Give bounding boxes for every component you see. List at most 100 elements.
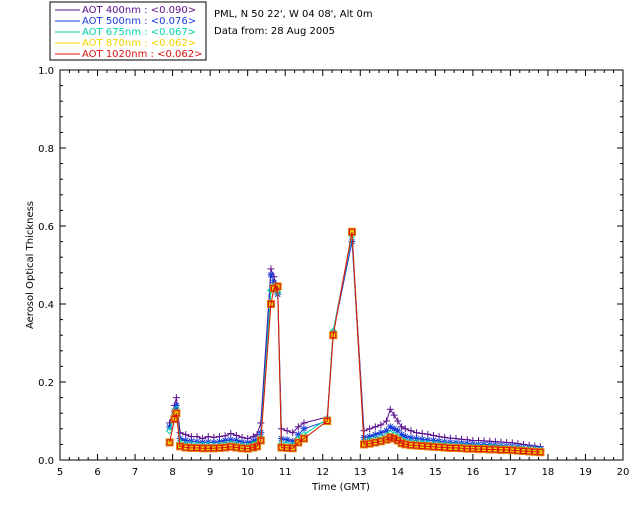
data-point	[232, 437, 240, 444]
series-line-4	[169, 231, 541, 453]
data-point	[407, 434, 415, 442]
data-point	[486, 446, 493, 453]
data-point	[371, 431, 379, 439]
data-point	[361, 441, 368, 448]
plot-area	[59, 69, 624, 461]
data-point	[278, 444, 285, 451]
x-tick-label: 19	[579, 467, 592, 478]
data-point	[387, 434, 394, 441]
date-info: Data from: 28 Aug 2005	[214, 26, 335, 37]
data-point	[349, 228, 356, 235]
data-point	[514, 447, 521, 454]
series-group-1	[166, 238, 544, 453]
y-tick-label: 0.6	[38, 222, 54, 233]
series-line-3	[169, 231, 541, 453]
data-point	[193, 444, 200, 451]
data-point	[172, 401, 180, 409]
series-line-2	[169, 235, 541, 451]
data-point	[166, 439, 173, 446]
data-point	[413, 435, 421, 443]
data-point	[300, 419, 308, 427]
series-group-4	[166, 228, 544, 456]
data-point	[244, 445, 251, 452]
data-point	[386, 405, 394, 413]
data-point	[283, 427, 291, 435]
y-tick-label: 0.2	[38, 378, 54, 389]
x-tick-label: 11	[279, 467, 292, 478]
data-point	[401, 433, 409, 441]
x-tick-label: 20	[617, 467, 630, 478]
data-point	[469, 445, 476, 452]
data-point	[377, 438, 384, 445]
data-point	[436, 444, 443, 451]
data-point	[509, 447, 516, 454]
data-point	[475, 446, 482, 453]
data-point	[464, 445, 471, 452]
data-point	[452, 444, 459, 451]
data-point	[267, 265, 275, 273]
data-point	[401, 425, 409, 433]
data-point	[254, 443, 261, 450]
y-tick-label: 0.8	[38, 144, 54, 155]
series-group-2	[165, 232, 545, 454]
data-point	[424, 430, 432, 438]
data-point	[390, 411, 398, 419]
x-tick-label: 16	[466, 467, 479, 478]
data-point	[383, 417, 391, 425]
x-axis-label: Time (GMT)	[311, 482, 370, 493]
data-point	[377, 421, 385, 429]
data-point	[283, 436, 291, 444]
data-point	[418, 435, 426, 443]
data-point	[294, 423, 302, 431]
y-axis: 0.0 0.2 0.4 0.6 0.8 1.0	[38, 66, 623, 467]
data-point	[205, 445, 212, 452]
data-point	[165, 427, 174, 435]
series-group-0	[166, 230, 544, 451]
data-point	[531, 448, 538, 455]
x-tick-label: 15	[429, 467, 442, 478]
data-point	[372, 439, 379, 446]
legend: AOT 400nm : <0.090> AOT 500nm : <0.076> …	[49, 1, 207, 61]
data-point	[377, 429, 385, 437]
data-point	[394, 417, 402, 425]
data-point	[424, 443, 431, 450]
data-point	[441, 444, 448, 451]
data-point	[177, 443, 184, 450]
data-point	[413, 429, 421, 437]
data-point	[267, 271, 275, 279]
data-point	[366, 440, 373, 447]
data-point	[239, 445, 246, 452]
data-point	[188, 444, 195, 451]
y-tick-label: 0.0	[38, 456, 54, 467]
data-point	[430, 443, 437, 450]
data-point	[182, 444, 189, 451]
data-point	[182, 437, 190, 444]
data-point	[289, 445, 296, 452]
x-tick-label: 14	[391, 467, 404, 478]
data-point	[391, 435, 398, 442]
data-point	[221, 437, 229, 444]
data-point	[398, 440, 405, 447]
data-point	[419, 442, 426, 449]
data-point	[366, 425, 374, 433]
data-point	[481, 446, 488, 453]
data-point	[216, 444, 223, 451]
x-tick-label: 7	[132, 467, 138, 478]
x-tick-label: 5	[57, 467, 63, 478]
data-point	[371, 423, 379, 431]
legend-label-675: AOT 675nm : <0.067>	[82, 27, 196, 38]
legend-label-870: AOT 870nm : <0.062>	[82, 38, 196, 49]
data-point	[418, 429, 426, 437]
series-layer	[165, 227, 545, 457]
data-point	[171, 416, 178, 423]
series-line-0	[169, 233, 541, 448]
data-point	[447, 444, 454, 451]
data-point	[289, 429, 297, 437]
x-tick-label: 12	[316, 467, 329, 478]
data-point	[257, 437, 264, 444]
legend-label-400: AOT 400nm : <0.090>	[82, 5, 196, 16]
data-point	[526, 448, 533, 455]
data-point	[407, 427, 415, 435]
y-tick-label: 0.4	[38, 300, 54, 311]
data-point	[402, 441, 409, 448]
